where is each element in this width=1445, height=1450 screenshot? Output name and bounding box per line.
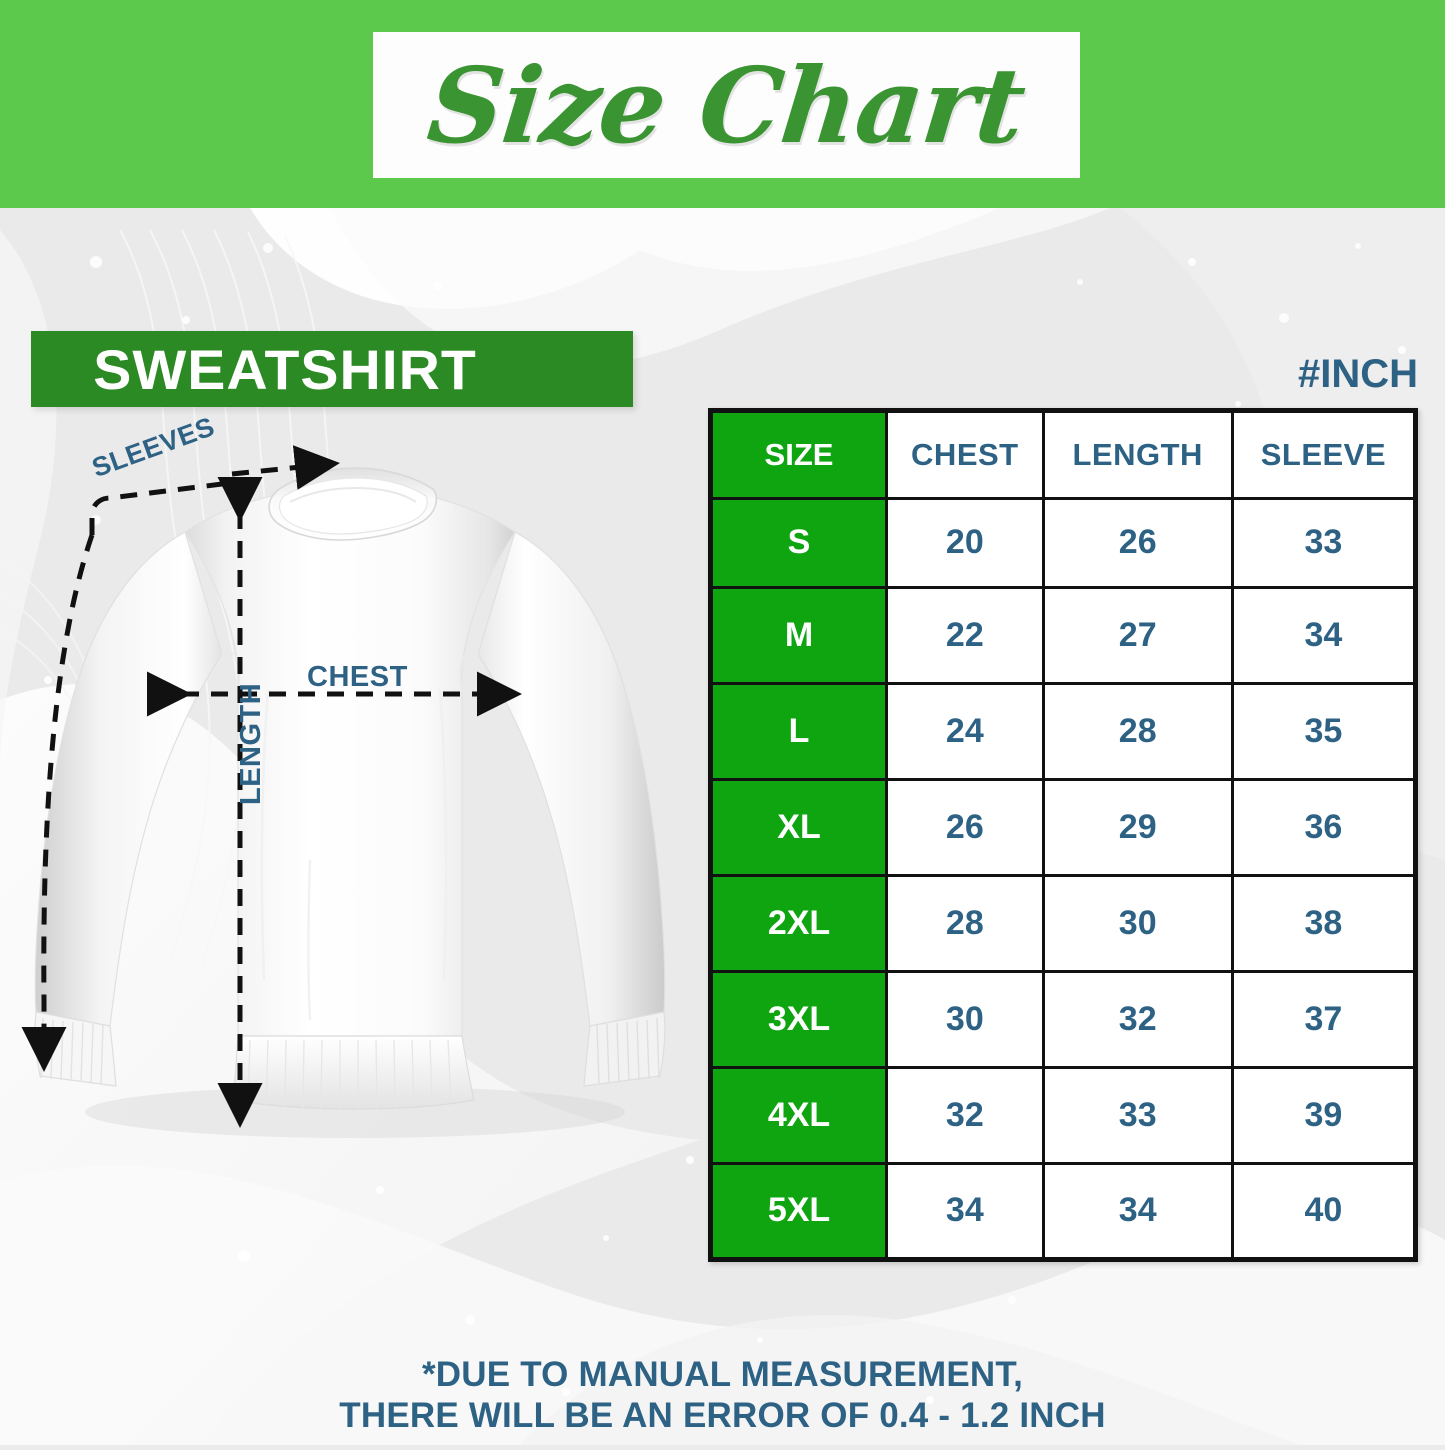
cell-size: M — [709, 585, 888, 685]
cell-sleeve: 37 — [1230, 969, 1418, 1069]
title-plate: Size Chart — [373, 32, 1080, 178]
cell-size: 4XL — [709, 1065, 888, 1165]
size-chart-table: SIZE CHEST LENGTH SLEEVE S 20 26 33 M 22… — [708, 408, 1418, 1262]
cell-chest: 22 — [885, 585, 1045, 685]
table-header: SIZE CHEST LENGTH SLEEVE — [709, 409, 1418, 500]
table-row: 2XL 28 30 38 — [709, 873, 1418, 973]
column-header-length: LENGTH — [1041, 409, 1234, 500]
cell-chest: 20 — [885, 497, 1045, 589]
table-body: S 20 26 33 M 22 27 34 L 24 28 35 XL 26 2… — [709, 497, 1418, 1262]
cell-size: S — [709, 497, 888, 589]
table-row: S 20 26 33 — [709, 497, 1418, 589]
garment-name-banner: SWEATSHIRT — [31, 331, 633, 407]
measurement-disclaimer: *DUE TO MANUAL MEASUREMENT, THERE WILL B… — [0, 1355, 1445, 1436]
disclaimer-line-2: THERE WILL BE AN ERROR OF 0.4 - 1.2 INCH — [339, 1395, 1106, 1435]
cell-size: XL — [709, 777, 888, 877]
column-header-chest: CHEST — [885, 409, 1045, 500]
cell-chest: 28 — [885, 873, 1045, 973]
chest-measurement-label: CHEST — [307, 661, 408, 693]
cell-chest: 26 — [885, 777, 1045, 877]
cell-length: 30 — [1041, 873, 1234, 973]
cell-length: 26 — [1041, 497, 1234, 589]
column-header-size: SIZE — [709, 409, 888, 500]
disclaimer-line-1: *DUE TO MANUAL MEASUREMENT, — [421, 1355, 1024, 1394]
garment-name-label: SWEATSHIRT — [93, 337, 477, 401]
cell-length: 34 — [1041, 1161, 1234, 1262]
cell-size: 3XL — [709, 969, 888, 1069]
cell-length: 27 — [1041, 585, 1234, 685]
cell-chest: 24 — [885, 681, 1045, 781]
cell-chest: 30 — [885, 969, 1045, 1069]
cell-length: 32 — [1041, 969, 1234, 1069]
cell-sleeve: 40 — [1230, 1161, 1418, 1262]
cell-chest: 32 — [885, 1065, 1045, 1165]
table-row: 3XL 30 32 37 — [709, 969, 1418, 1069]
cell-sleeve: 33 — [1230, 497, 1418, 589]
table-row: 5XL 34 34 40 — [709, 1161, 1418, 1262]
cell-length: 33 — [1041, 1065, 1234, 1165]
table-row: L 24 28 35 — [709, 681, 1418, 781]
cell-size: 2XL — [709, 873, 888, 973]
cell-sleeve: 36 — [1230, 777, 1418, 877]
table-row: M 22 27 34 — [709, 585, 1418, 685]
sweatshirt-illustration — [10, 440, 690, 1160]
cell-sleeve: 35 — [1230, 681, 1418, 781]
unit-label: #INCH — [1297, 352, 1418, 396]
table-row: 4XL 32 33 39 — [709, 1065, 1418, 1165]
cell-size: L — [709, 681, 888, 781]
length-measurement-label: LENGTH — [235, 682, 267, 805]
cell-length: 29 — [1041, 777, 1234, 877]
column-header-sleeve: SLEEVE — [1230, 409, 1418, 500]
cell-sleeve: 38 — [1230, 873, 1418, 973]
cell-chest: 34 — [885, 1161, 1045, 1262]
table-row: XL 26 29 36 — [709, 777, 1418, 877]
table-header-row: SIZE CHEST LENGTH SLEEVE — [709, 409, 1418, 500]
cell-sleeve: 39 — [1230, 1065, 1418, 1165]
cell-length: 28 — [1041, 681, 1234, 781]
cell-size: 5XL — [709, 1161, 888, 1262]
cell-sleeve: 34 — [1230, 585, 1418, 685]
page-title: Size Chart — [422, 43, 1031, 167]
